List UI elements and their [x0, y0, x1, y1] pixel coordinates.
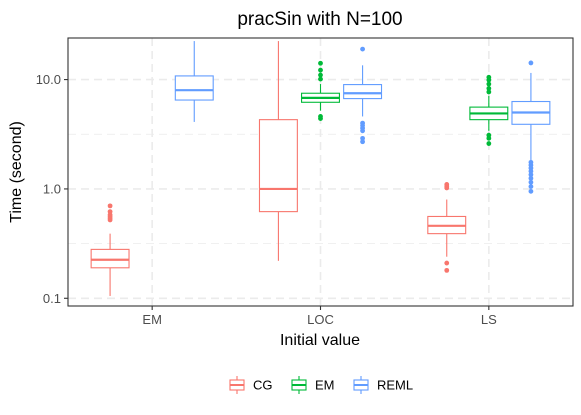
outlier-point	[318, 60, 323, 66]
outlier-point	[318, 114, 323, 119]
y-tick-label: 1.0	[43, 181, 61, 196]
outlier-point	[528, 60, 534, 66]
iqr-box	[343, 84, 383, 100]
outlier-point	[486, 141, 492, 146]
outlier-point	[528, 159, 534, 165]
y-tick-label: 10.0	[36, 72, 61, 87]
y-axis-title: Time (second)	[8, 121, 25, 223]
outlier-point	[444, 267, 450, 273]
outlier-point	[528, 188, 534, 194]
outlier-point	[486, 132, 492, 138]
legend-item-reml: REML	[353, 376, 413, 394]
box-em-loc	[301, 60, 340, 121]
box-reml-loc	[343, 46, 383, 145]
legend-item-em: EM	[291, 376, 335, 394]
x-axis-title: Initial value	[280, 332, 360, 349]
box-reml-ls	[511, 60, 551, 194]
outlier-point	[360, 139, 365, 145]
outlier-point	[107, 203, 113, 209]
legend: CG EM REML	[229, 376, 413, 394]
outlier-point	[444, 182, 450, 187]
plot-marks	[90, 41, 551, 296]
legend-label: EM	[315, 378, 335, 393]
outlier-point	[360, 46, 365, 52]
iqr-box	[258, 119, 298, 213]
outlier-point	[528, 179, 534, 185]
outlier-point	[444, 260, 450, 266]
legend-label: CG	[253, 378, 273, 393]
x-axis: EM LOC LS	[142, 306, 497, 327]
outlier-point	[107, 209, 113, 215]
chart-title: pracSin with N=100	[237, 9, 402, 30]
outlier-point	[486, 89, 492, 95]
iqr-box	[174, 75, 214, 101]
outlier-point	[528, 184, 534, 190]
outlier-point	[318, 76, 323, 82]
outlier-point	[528, 175, 534, 181]
y-axis: 0.1 1.0 10.0	[36, 72, 68, 306]
outlier-point	[486, 74, 492, 80]
y-tick-label: 0.1	[43, 291, 61, 306]
iqr-box	[90, 248, 130, 269]
x-tick-label: LS	[481, 312, 497, 327]
legend-item-cg: CG	[229, 376, 273, 394]
outlier-point	[528, 172, 534, 178]
outlier-point	[486, 81, 492, 87]
box-cg-ls	[427, 182, 467, 273]
outlier-point	[360, 120, 365, 126]
box-cg-em	[90, 203, 130, 296]
outlier-point	[360, 135, 365, 141]
outlier-point	[318, 67, 323, 73]
box-em-ls	[469, 74, 509, 146]
box-cg-loc	[258, 41, 298, 261]
outlier-point	[318, 72, 323, 78]
x-tick-label: EM	[142, 312, 162, 327]
outlier-point	[486, 86, 492, 91]
legend-label: REML	[377, 378, 413, 393]
x-tick-label: LOC	[307, 312, 334, 327]
box-reml-em	[174, 41, 214, 122]
